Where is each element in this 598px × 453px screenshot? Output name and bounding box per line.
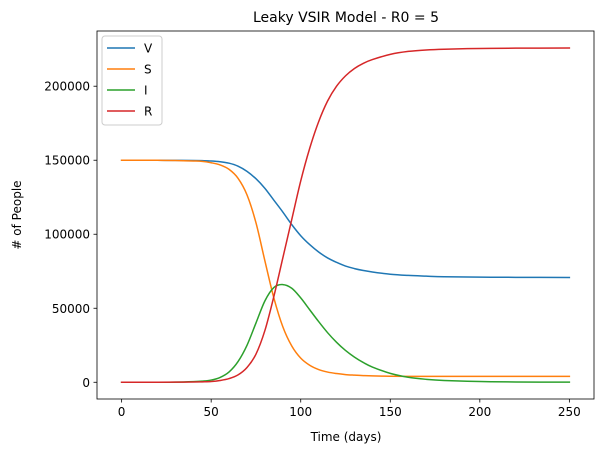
series-line-v <box>120 159 571 279</box>
y-tick-label: 100000 <box>44 228 90 242</box>
x-tick-label: 0 <box>118 405 126 419</box>
y-tick-label: 50000 <box>52 302 90 316</box>
plot-frame <box>96 30 595 400</box>
x-tick-label: 50 <box>204 405 219 419</box>
legend-label-i: I <box>144 84 148 98</box>
y-tick-label: 150000 <box>44 154 90 168</box>
series-line-i <box>120 283 571 384</box>
y-tick-label: 200000 <box>44 80 90 94</box>
y-axis-label: # of People <box>10 180 24 249</box>
x-tick-label: 100 <box>289 405 312 419</box>
x-axis-ticks: 0 50 100 150 200 250 <box>118 399 581 419</box>
x-tick-label: 200 <box>468 405 491 419</box>
y-axis-ticks: 0 50000 100000 150000 200000 <box>44 80 97 390</box>
series-line-r <box>120 47 571 384</box>
legend-label-v: V <box>144 42 153 56</box>
legend-label-s: S <box>144 63 152 77</box>
x-axis-label: Time (days) <box>310 430 382 444</box>
y-tick-label: 0 <box>82 376 90 390</box>
series-line-s <box>120 159 571 378</box>
series-lines <box>120 47 571 384</box>
x-tick-label: 250 <box>558 405 581 419</box>
legend-label-r: R <box>144 105 152 119</box>
legend-frame <box>101 35 163 126</box>
chart-title: Leaky VSIR Model - R0 = 5 <box>253 10 439 26</box>
x-tick-label: 150 <box>379 405 402 419</box>
legend: VSIR <box>101 35 163 126</box>
